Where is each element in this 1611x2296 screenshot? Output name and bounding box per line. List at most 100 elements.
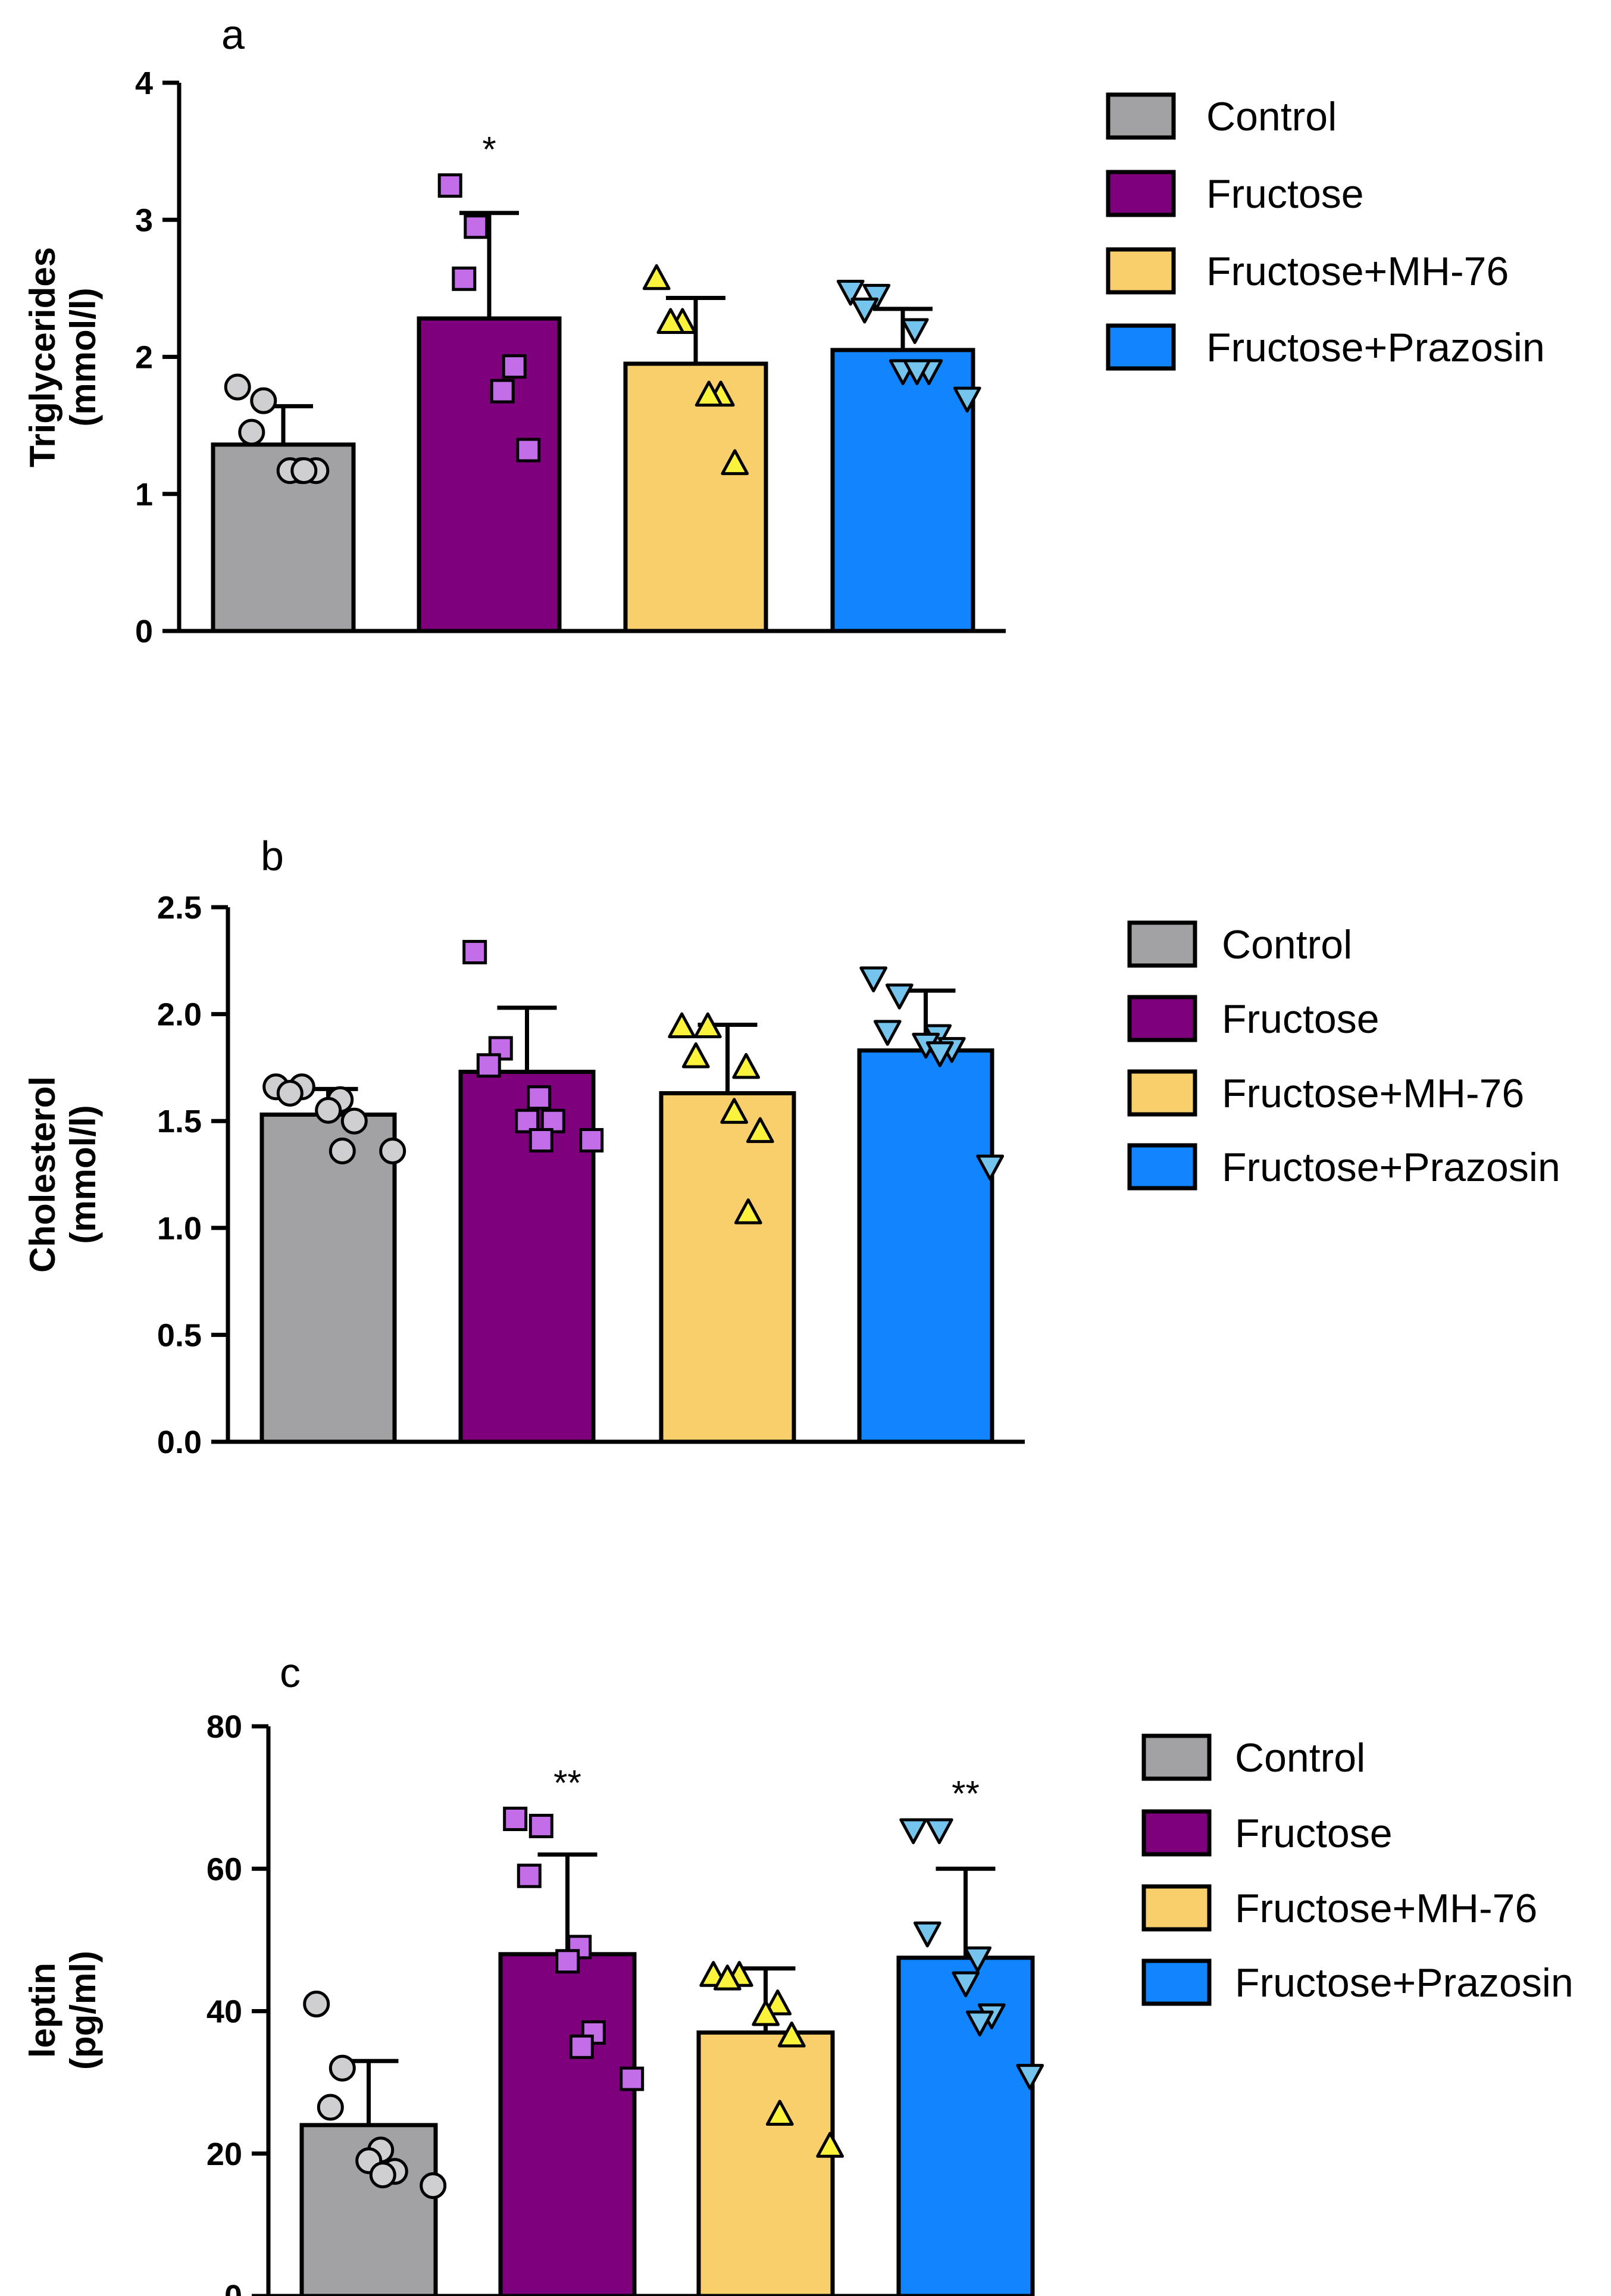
significance-marker: * — [482, 130, 496, 170]
data-point-fructose-mh-76 — [713, 1964, 742, 1991]
data-point-control — [369, 2161, 396, 2189]
data-point-fructose-mh-76 — [816, 2132, 844, 2158]
panel-letter: b — [261, 833, 284, 879]
data-point-control — [379, 1137, 406, 1164]
data-point-fructose-prazosin — [913, 1921, 941, 1948]
data-point-fructose-prazosin — [899, 1818, 928, 1844]
y-tick-label: 3 — [135, 202, 153, 238]
y-axis-title-line2: (mmol/l) — [63, 288, 103, 426]
panel-letter: c — [280, 1650, 301, 1696]
significance-marker: ** — [553, 1763, 581, 1803]
data-point-fructose — [579, 1128, 604, 1153]
data-point-fructose-mh-76 — [732, 1052, 761, 1079]
bar-fructose-prazosin — [857, 1048, 994, 1444]
data-point-fructose — [620, 2066, 645, 2091]
legend-swatch — [1106, 170, 1176, 217]
legend-label: Fructose+Prazosin — [1222, 1145, 1560, 1190]
y-tick-label: 1.0 — [157, 1211, 202, 1247]
data-point-control — [303, 1991, 330, 2018]
legend-label: Fructose+MH-76 — [1222, 1071, 1524, 1116]
data-point-fructose-prazosin — [836, 279, 865, 306]
data-point-fructose — [503, 1807, 528, 1832]
data-point-fructose — [528, 1813, 553, 1838]
data-point-fructose — [527, 1085, 552, 1110]
legend-swatch — [1106, 92, 1176, 140]
data-point-control — [315, 1097, 342, 1124]
legend-label: Control — [1222, 922, 1352, 967]
y-axis-title-line2: (mmol/l) — [63, 1105, 103, 1244]
data-point-control — [224, 373, 251, 401]
data-point-fructose — [516, 438, 541, 463]
data-point-fructose-prazosin — [903, 359, 931, 386]
data-point-fructose — [569, 2034, 594, 2059]
y-tick-label: 1.5 — [157, 1104, 202, 1139]
legend-label: Fructose+Prazosin — [1206, 325, 1545, 370]
legend-swatch — [1127, 995, 1197, 1042]
data-point-fructose — [528, 1128, 553, 1153]
legend-swatch — [1141, 1958, 1212, 2006]
legend-swatch — [1106, 323, 1176, 371]
y-tick-label: 0.5 — [157, 1317, 202, 1353]
data-point-control — [340, 1107, 368, 1135]
data-point-fructose-prazosin — [952, 1971, 980, 1998]
y-tick-label: 2.0 — [157, 997, 202, 1033]
chart-c: c leptin(pg/ml) ** ** 0 20 40 60 80 Control Fructo… — [23, 1650, 1574, 2296]
data-point-fructose-mh-76 — [681, 1042, 710, 1069]
data-point-fructose-prazosin — [965, 2010, 994, 2036]
data-point-fructose-mh-76 — [642, 264, 671, 290]
data-point-fructose — [502, 354, 527, 379]
legend-swatch — [1106, 247, 1176, 295]
bar-fructose-prazosin — [896, 1955, 1035, 2296]
legend-label: Fructose+Prazosin — [1235, 1960, 1574, 2006]
data-point-fructose-mh-76 — [656, 308, 685, 334]
y-tick-label: 0 — [224, 2279, 242, 2296]
data-point-fructose — [476, 1053, 501, 1078]
bar-fructose-mh-76 — [696, 2030, 835, 2296]
legend-swatch — [1127, 920, 1197, 968]
y-tick-label: 2.5 — [157, 890, 202, 926]
data-point-fructose — [555, 1949, 580, 1974]
data-point-fructose-mh-76 — [668, 1012, 696, 1039]
bar-fructose — [498, 1952, 637, 2296]
data-point-fructose-prazosin — [900, 318, 929, 344]
legend-swatch — [1127, 1069, 1197, 1117]
data-point-fructose-prazosin — [850, 297, 879, 324]
data-point-control — [317, 2094, 344, 2121]
y-axis-title: Triglycerides (mmol/l) — [23, 247, 103, 467]
legend-label: Control — [1235, 1735, 1365, 1780]
data-point-fructose-prazosin — [976, 1154, 1005, 1181]
data-point-fructose-prazosin — [885, 983, 914, 1010]
data-point-control — [329, 2054, 356, 2082]
y-axis-title: leptin (pg/ml) — [23, 1951, 103, 2070]
data-point-fructose-mh-76 — [693, 1012, 722, 1039]
data-point-fructose-mh-76 — [764, 1989, 792, 2016]
data-point-control — [276, 1080, 304, 1107]
data-point-fructose — [464, 214, 489, 239]
y-axis-title: Cholesterol (mmol/l) — [23, 1076, 103, 1273]
data-point-fructose-mh-76 — [765, 2100, 794, 2126]
data-point-fructose-prazosin — [925, 1041, 954, 1067]
bar-control — [259, 1112, 397, 1444]
legend-swatch — [1141, 1809, 1212, 1857]
data-point-control — [250, 387, 277, 414]
legend-label: Fructose — [1222, 997, 1379, 1042]
y-tick-label: 40 — [207, 1994, 242, 2030]
data-point-fructose — [452, 266, 477, 291]
y-tick-label: 80 — [207, 1709, 242, 1745]
data-point-control — [329, 1137, 356, 1164]
data-point-fructose-prazosin — [925, 1818, 953, 1844]
data-point-fructose-mh-76 — [734, 1198, 762, 1224]
y-axis-title-line1: Cholesterol — [23, 1076, 62, 1273]
significance-marker: ** — [952, 1773, 980, 1813]
y-tick-label: 0.0 — [157, 1425, 202, 1460]
data-point-fructose-prazosin — [873, 1020, 902, 1046]
y-axis-title-line1: Triglycerides — [23, 247, 62, 467]
data-point-fructose — [437, 173, 462, 198]
legend-swatch — [1141, 1733, 1212, 1781]
legend-label: Fructose+MH-76 — [1206, 249, 1509, 294]
data-point-control — [290, 457, 318, 485]
bar-fructose-prazosin — [830, 348, 975, 633]
data-point-control — [420, 2172, 447, 2200]
data-point-fructose-prazosin — [953, 386, 981, 413]
